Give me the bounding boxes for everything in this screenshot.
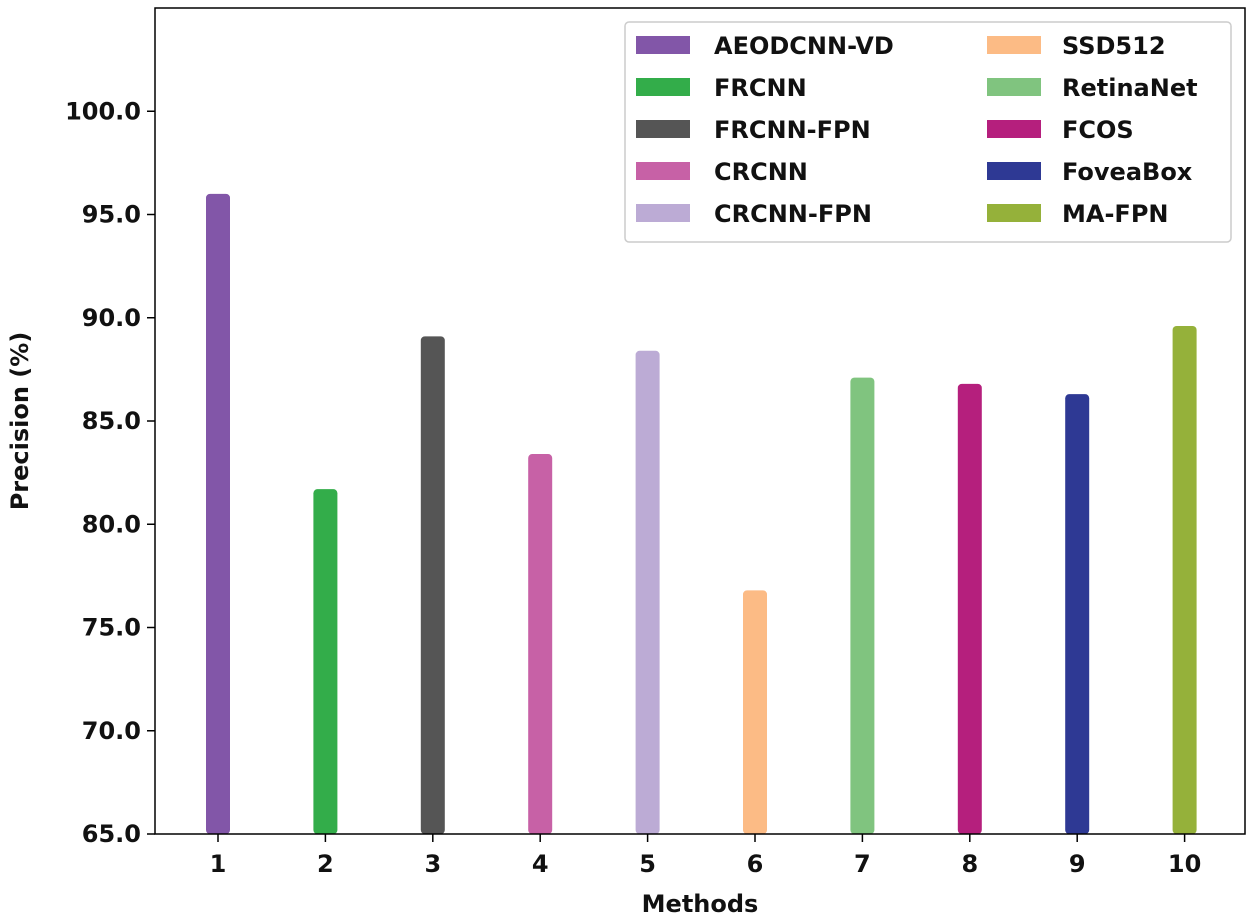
bar-frcnn [313, 489, 338, 834]
legend-frame [624, 21, 1232, 243]
y-tick-label: 70.0 [82, 717, 141, 745]
bars-group [206, 193, 1197, 835]
x-tick-label: 5 [639, 850, 656, 878]
x-tick-label: 3 [424, 850, 441, 878]
bar-foveabox [1065, 394, 1090, 834]
y-tick-label: 75.0 [82, 614, 141, 642]
legend-label-crcnn: CRCNN [714, 158, 808, 186]
legend-swatch-fcos [987, 120, 1041, 138]
bar-aeodcnn-vd [206, 193, 230, 835]
x-tick-label: 4 [532, 850, 549, 878]
bar-retinanet [850, 377, 875, 834]
legend-swatch-aeodcnn-vd [636, 36, 690, 54]
x-axis: 1 2 3 4 5 6 7 8 9 10 [210, 834, 1201, 878]
x-tick-label: 10 [1168, 850, 1201, 878]
x-tick-label: 2 [317, 850, 334, 878]
legend-label-retinanet: RetinaNet [1062, 74, 1198, 102]
legend-label-aeodcnn-vd: AEODCNN-VD [714, 32, 894, 60]
y-axis-title: Precision (%) [6, 332, 34, 511]
legend-label-ssd512: SSD512 [1062, 32, 1166, 60]
bar-crcnn-fpn [635, 350, 660, 834]
y-tick-label: 100.0 [65, 97, 141, 125]
y-tick-label: 85.0 [82, 407, 141, 435]
y-tick-label: 80.0 [82, 510, 141, 538]
legend-label-fcos: FCOS [1062, 116, 1134, 144]
legend-label-foveabox: FoveaBox [1062, 158, 1193, 186]
legend-swatch-frcnn [636, 78, 690, 96]
legend-label-ma-fpn: MA-FPN [1062, 200, 1169, 228]
legend-label-crcnn-fpn: CRCNN-FPN [714, 200, 872, 228]
legend-swatch-frcnn-fpn [636, 120, 690, 138]
bar-crcnn [528, 454, 553, 834]
y-tick-label: 90.0 [82, 304, 141, 332]
x-axis-title: Methods [642, 890, 759, 918]
x-tick-label: 9 [1069, 850, 1086, 878]
legend-label-frcnn-fpn: FRCNN-FPN [714, 116, 871, 144]
legend-swatch-crcnn-fpn [636, 204, 690, 222]
legend-swatch-ma-fpn [987, 204, 1041, 222]
legend: AEODCNN-VD FRCNN FRCNN-FPN CRCNN CRCNN-FPN SS… [624, 21, 1232, 243]
y-axis: 65.0 70.0 75.0 80.0 85.0 90.0 95.0 100.0 [65, 97, 155, 848]
legend-swatch-foveabox [987, 162, 1041, 180]
bar-fcos [957, 383, 982, 834]
y-tick-label: 95.0 [82, 201, 141, 229]
x-tick-label: 1 [210, 850, 227, 878]
legend-swatch-retinanet [987, 78, 1041, 96]
y-tick-label: 65.0 [82, 820, 141, 848]
legend-swatch-ssd512 [987, 36, 1041, 54]
legend-swatch-crcnn [636, 162, 690, 180]
bar-ma-fpn [1172, 326, 1197, 834]
legend-label-frcnn: FRCNN [714, 74, 807, 102]
bar-ssd512 [743, 590, 767, 834]
x-tick-label: 8 [961, 850, 978, 878]
bar-frcnn-fpn [420, 336, 445, 834]
x-tick-label: 7 [854, 850, 871, 878]
x-tick-label: 6 [747, 850, 764, 878]
